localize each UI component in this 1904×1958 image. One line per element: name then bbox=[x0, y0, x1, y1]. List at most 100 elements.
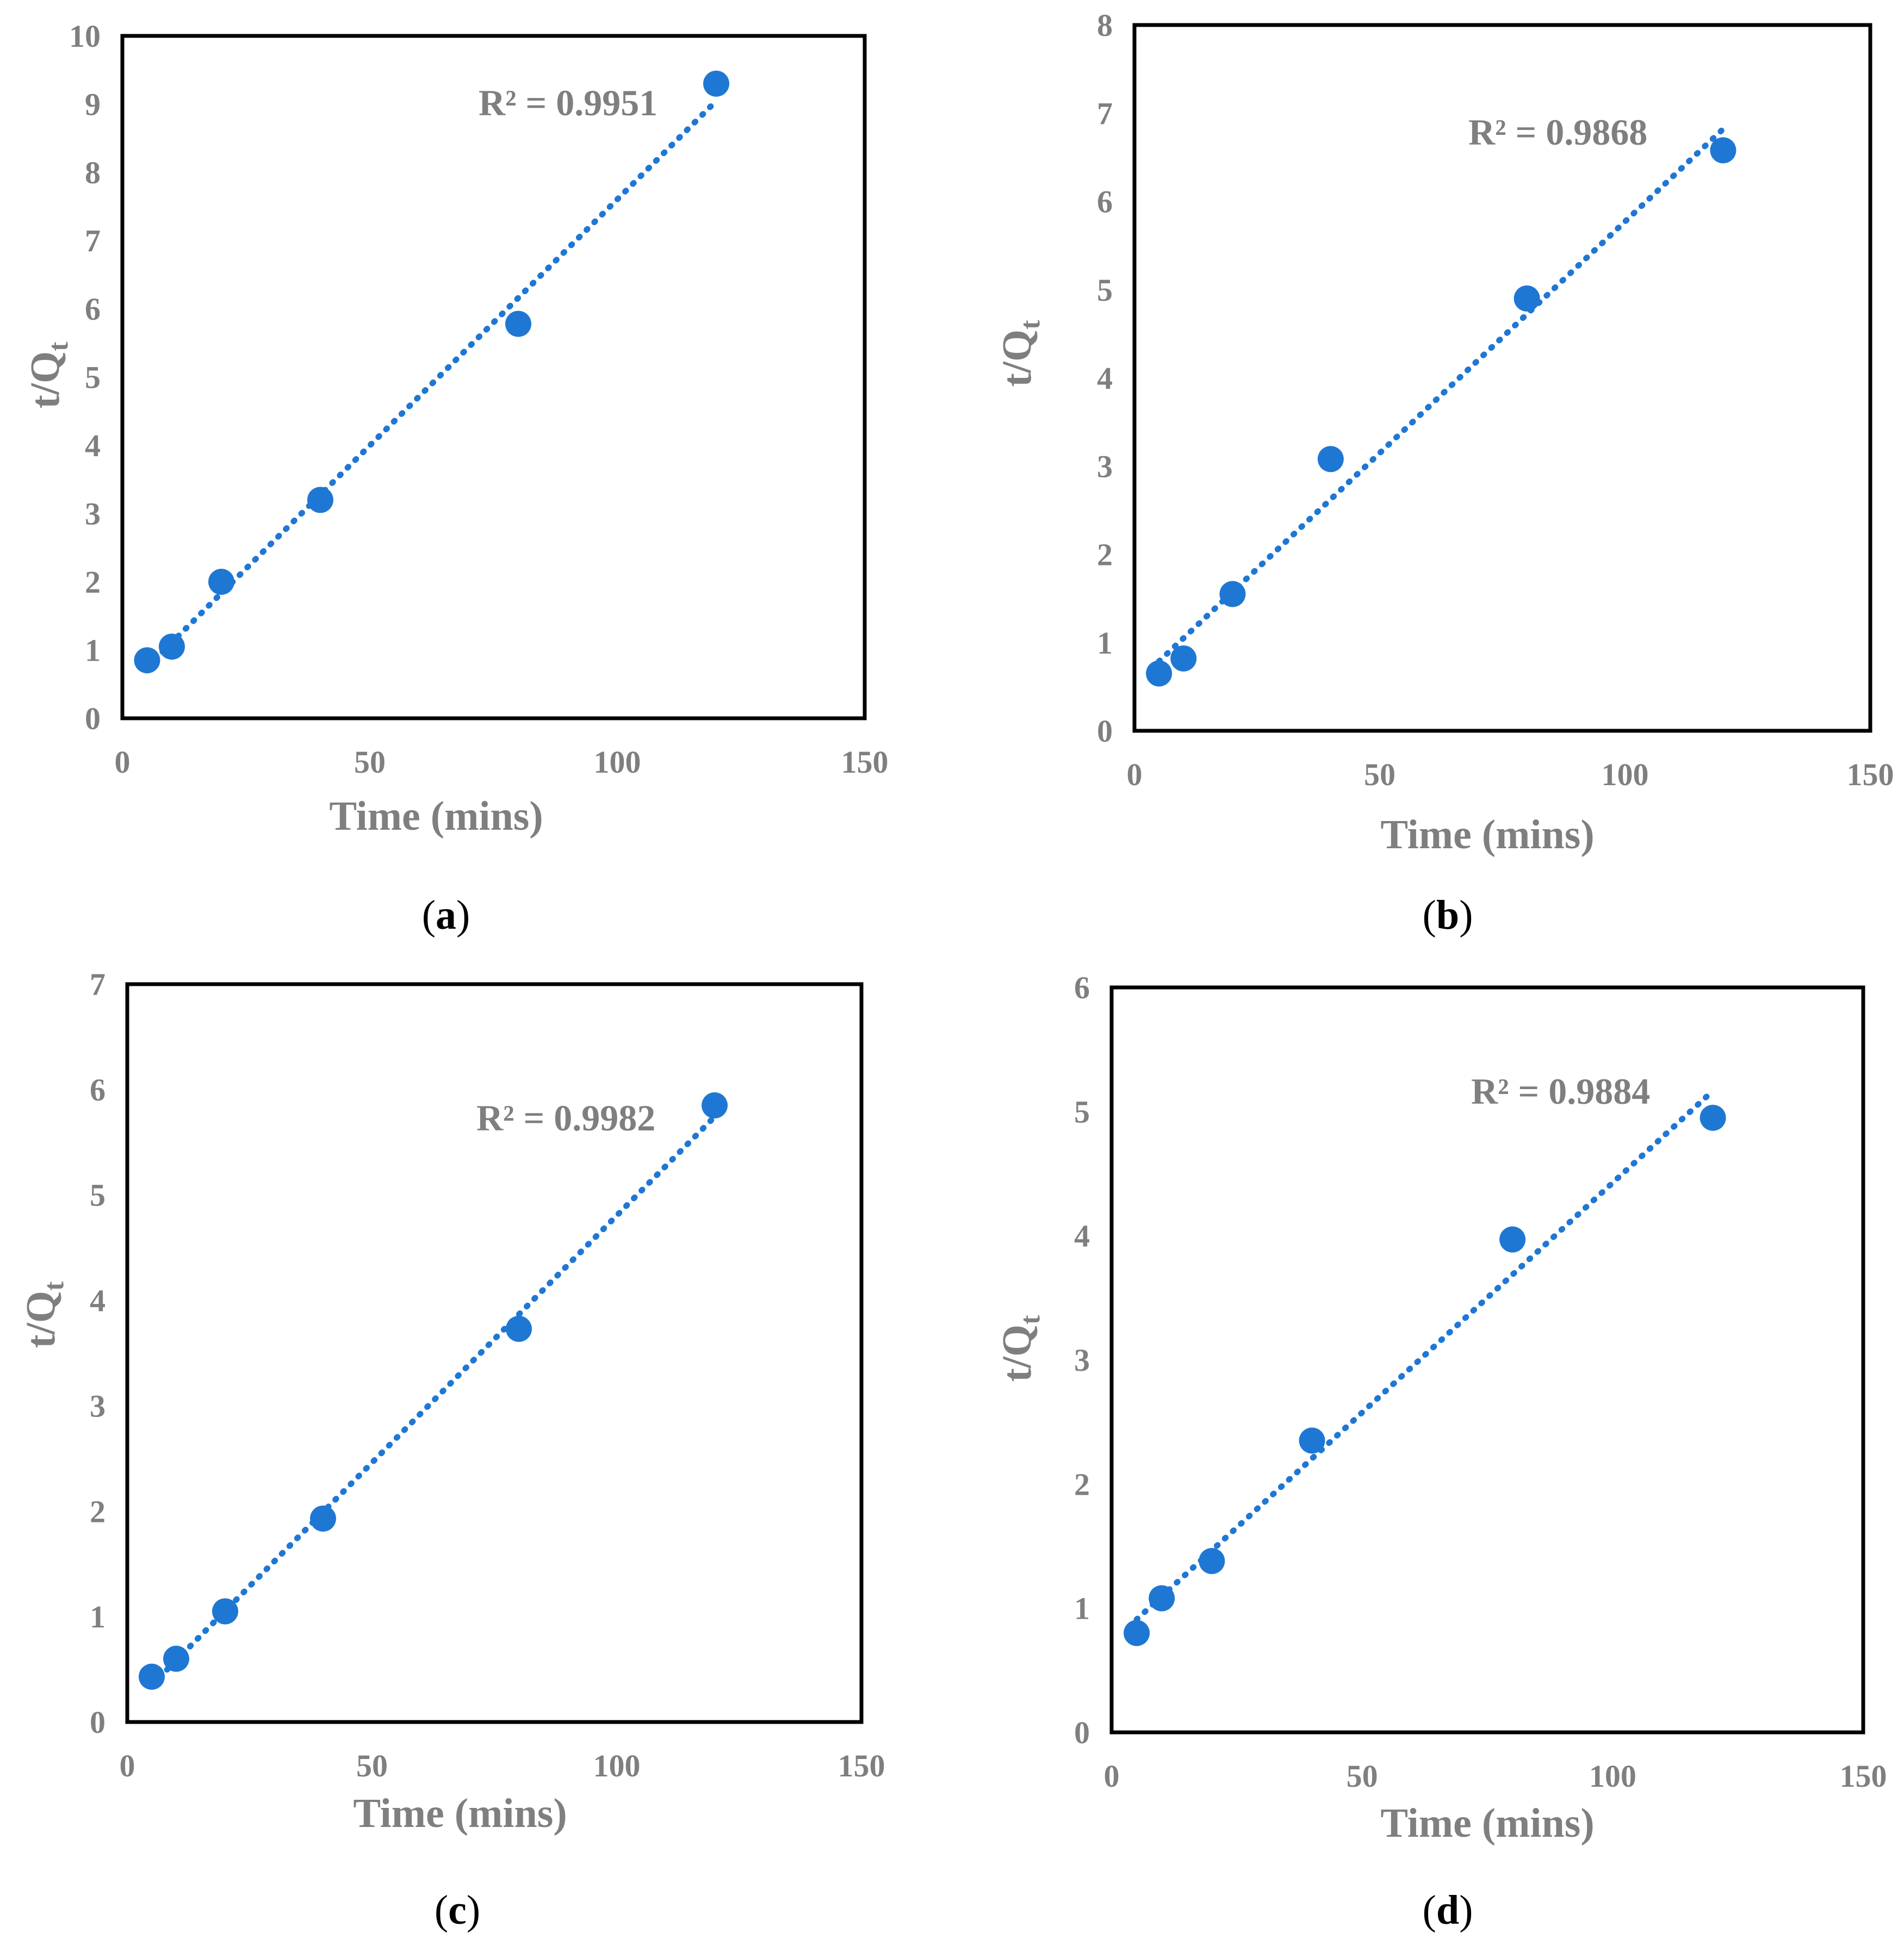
y-tick-label: 4 bbox=[1097, 360, 1113, 396]
data-point bbox=[1317, 446, 1344, 473]
y-tick-label: 5 bbox=[1074, 1094, 1090, 1129]
data-point bbox=[703, 70, 729, 97]
data-point bbox=[212, 1598, 238, 1625]
x-tick-labels: 0 50 100 150 bbox=[1104, 1758, 1887, 1794]
y-tick-label: 7 bbox=[1097, 96, 1113, 131]
x-tick-label: 0 bbox=[1127, 757, 1143, 792]
plot-area bbox=[1132, 23, 1872, 733]
x-tick-label: 100 bbox=[1602, 757, 1649, 792]
data-point bbox=[1700, 1104, 1726, 1131]
data-points bbox=[139, 1092, 728, 1690]
trendline bbox=[148, 1114, 718, 1688]
plot-area bbox=[125, 982, 864, 1724]
y-tick-label: 10 bbox=[69, 18, 101, 54]
y-tick-label: 1 bbox=[85, 633, 101, 668]
y-tick-label: 6 bbox=[90, 1072, 106, 1108]
y-tick-label: 7 bbox=[90, 967, 106, 1002]
y-tick-label: 4 bbox=[85, 428, 101, 463]
y-tick-label: 6 bbox=[85, 291, 101, 327]
data-point bbox=[1710, 137, 1736, 164]
data-point bbox=[139, 1663, 165, 1690]
x-tick-label: 50 bbox=[356, 1748, 388, 1783]
y-tick-label: 3 bbox=[85, 496, 101, 532]
data-point bbox=[702, 1092, 728, 1118]
y-tick-label: 8 bbox=[85, 155, 101, 190]
data-point bbox=[1170, 645, 1197, 672]
y-tick-label: 0 bbox=[1074, 1715, 1090, 1750]
plot-area bbox=[1109, 985, 1865, 1735]
y-axis-label: t/Qt bbox=[994, 1315, 1046, 1382]
data-point bbox=[1299, 1427, 1325, 1454]
data-point bbox=[307, 487, 333, 513]
y-tick-label: 0 bbox=[90, 1705, 106, 1740]
y-tick-label: 2 bbox=[1074, 1466, 1090, 1502]
data-points bbox=[1146, 137, 1736, 687]
panel-caption: (a) bbox=[422, 892, 470, 938]
chart-panel-d: 0 1 2 3 4 5 6 0 50 100 150 R² = 0.9884 Time (mins… bbox=[994, 970, 1887, 1933]
trendline bbox=[1133, 1087, 1716, 1623]
trendline bbox=[144, 98, 720, 670]
x-axis-label: Time (mins) bbox=[329, 793, 543, 839]
y-tick-label: 1 bbox=[1097, 625, 1113, 661]
y-tick-label: 1 bbox=[1074, 1591, 1090, 1626]
y-tick-label: 0 bbox=[1097, 713, 1113, 749]
y-tick-label: 3 bbox=[1074, 1342, 1090, 1378]
x-tick-label: 150 bbox=[1847, 757, 1894, 792]
y-tick-label: 0 bbox=[85, 701, 101, 736]
y-tick-label: 8 bbox=[1097, 8, 1113, 43]
x-tick-label: 50 bbox=[1364, 757, 1396, 792]
data-point bbox=[1149, 1585, 1175, 1612]
y-tick-label: 3 bbox=[1097, 449, 1113, 484]
chart-panel-a: 0 1 2 3 4 5 6 7 8 9 10 0 50 100 150 R² = 0.9951 Time … bbox=[22, 18, 889, 938]
r-squared-label: R² = 0.9868 bbox=[1468, 111, 1647, 153]
x-tick-label: 150 bbox=[841, 744, 889, 780]
r-squared-label: R² = 0.9982 bbox=[476, 1097, 655, 1139]
y-tick-label: 7 bbox=[85, 223, 101, 259]
x-tick-label: 0 bbox=[115, 744, 131, 780]
data-points bbox=[1124, 1104, 1726, 1646]
r-squared-label: R² = 0.9951 bbox=[479, 82, 658, 123]
x-tick-label: 0 bbox=[120, 1748, 135, 1783]
panel-caption: (b) bbox=[1423, 892, 1473, 938]
x-tick-label: 150 bbox=[838, 1748, 885, 1783]
x-tick-labels: 0 50 100 150 bbox=[120, 1748, 885, 1783]
data-point bbox=[208, 569, 234, 595]
x-axis-label: Time (mins) bbox=[353, 1791, 567, 1836]
data-point bbox=[134, 647, 160, 674]
x-tick-label: 0 bbox=[1104, 1758, 1120, 1794]
x-tick-label: 100 bbox=[594, 744, 641, 780]
data-point bbox=[1199, 1547, 1225, 1574]
data-points bbox=[134, 70, 729, 674]
plot-area bbox=[120, 34, 867, 720]
data-point bbox=[1514, 285, 1540, 312]
y-axis-label: t/Qt bbox=[18, 1281, 70, 1348]
data-point bbox=[1146, 660, 1173, 687]
x-tick-label: 150 bbox=[1840, 1758, 1887, 1794]
chart-panel-c: 0 1 2 3 4 5 6 7 0 50 100 150 R² = 0.9982 Time (min… bbox=[18, 967, 885, 1933]
y-tick-labels: 0 1 2 3 4 5 6 7 8 bbox=[1097, 8, 1113, 749]
x-axis-label: Time (mins) bbox=[1380, 1800, 1594, 1846]
x-tick-label: 100 bbox=[1589, 1758, 1636, 1794]
x-tick-labels: 0 50 100 150 bbox=[115, 744, 889, 780]
y-tick-label: 4 bbox=[1074, 1219, 1090, 1254]
data-point bbox=[1124, 1620, 1150, 1646]
panel-caption: (d) bbox=[1423, 1887, 1473, 1933]
x-tick-label: 50 bbox=[1347, 1758, 1378, 1794]
panel-caption: (c) bbox=[435, 1887, 480, 1933]
y-tick-label: 6 bbox=[1074, 970, 1090, 1005]
y-tick-labels: 0 1 2 3 4 5 6 bbox=[1074, 970, 1090, 1750]
data-point bbox=[1219, 581, 1246, 607]
y-tick-labels: 0 1 2 3 4 5 6 7 8 9 10 bbox=[69, 18, 101, 736]
data-point bbox=[159, 633, 185, 660]
trendline bbox=[1156, 126, 1726, 664]
data-point bbox=[310, 1505, 336, 1532]
y-tick-label: 2 bbox=[90, 1494, 106, 1529]
chart-panel-b: 0 1 2 3 4 5 6 7 8 0 50 100 150 R² = 0.9868 Time (mi… bbox=[994, 8, 1894, 938]
y-axis-label: t/Qt bbox=[22, 341, 74, 409]
y-tick-label: 4 bbox=[90, 1283, 106, 1319]
y-tick-label: 2 bbox=[85, 564, 101, 600]
y-tick-label: 5 bbox=[90, 1178, 106, 1213]
y-tick-label: 2 bbox=[1097, 537, 1113, 573]
y-tick-label: 9 bbox=[85, 87, 101, 122]
x-tick-label: 100 bbox=[593, 1748, 641, 1783]
